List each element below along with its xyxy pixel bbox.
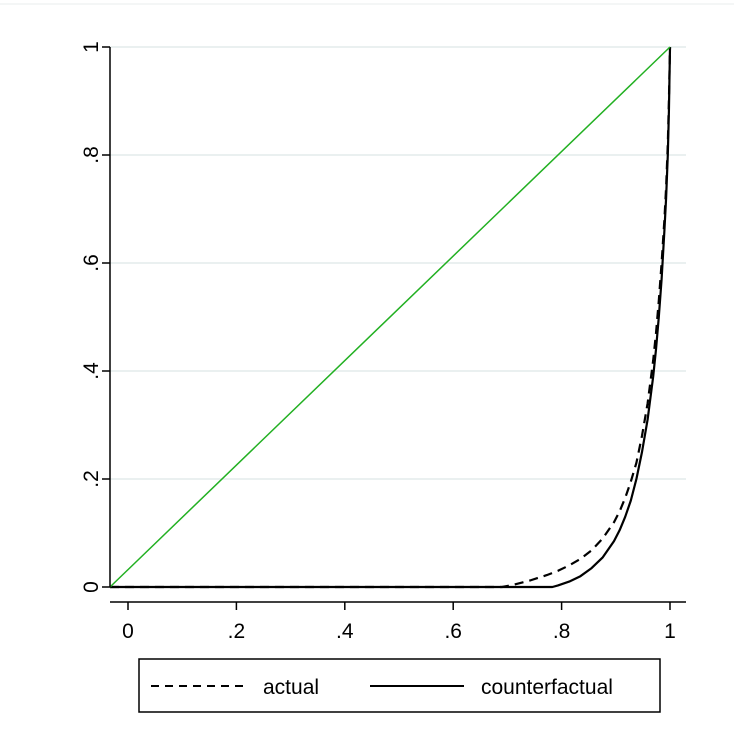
y-tick-label: .8 — [80, 146, 103, 164]
series-line-2 — [109, 46, 671, 588]
y-tick-label: 1 — [80, 41, 103, 53]
y-tick-label: .6 — [80, 254, 103, 272]
grid-lines — [110, 46, 686, 480]
x-tick-label: 0 — [122, 620, 134, 643]
legend-counterfactual-label: counterfactual — [481, 676, 613, 699]
x-tick-label: .8 — [553, 620, 571, 643]
y-tick-label: .4 — [80, 362, 103, 380]
x-tick-label: 1 — [664, 620, 676, 643]
series-group — [109, 46, 672, 589]
y-tick-label: 0 — [80, 581, 103, 593]
x-tick-label: .6 — [444, 620, 462, 643]
y-tick-label: .2 — [80, 470, 103, 488]
x-tick-label: .2 — [228, 620, 246, 643]
series-line-1 — [110, 46, 672, 589]
x-tick-label: .4 — [336, 620, 354, 643]
legend: actual counterfactual — [138, 658, 661, 713]
legend-actual-label: actual — [263, 676, 319, 699]
axes-group: 0 .2 .4 .6 .8 1 0 .2 .4 .6 .8 1 — [80, 41, 686, 643]
